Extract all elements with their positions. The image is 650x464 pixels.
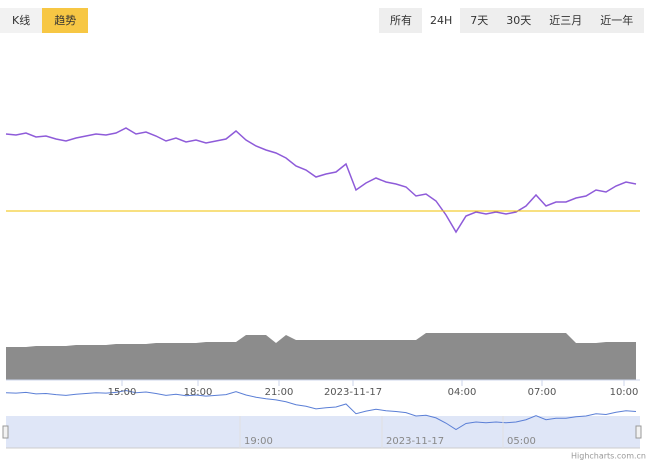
x-tick-label: 15:00 bbox=[108, 387, 137, 398]
view-tabs: K线 趋势 bbox=[0, 8, 89, 33]
range-selector: 所有 24H 7天 30天 近三月 近一年 bbox=[379, 8, 645, 33]
range-button[interactable]: 30天 bbox=[506, 14, 532, 27]
range-button[interactable]: 7天 bbox=[470, 14, 489, 27]
volume-area bbox=[6, 333, 636, 380]
x-tick-label: 2023-11-17 bbox=[324, 387, 382, 398]
x-tick-label: 07:00 bbox=[528, 387, 557, 398]
navigator-handle[interactable] bbox=[635, 425, 642, 439]
price-line bbox=[5, 127, 637, 234]
navigator-line bbox=[5, 389, 637, 431]
range-button[interactable]: 近一年 bbox=[600, 14, 634, 27]
range-button[interactable]: 近三月 bbox=[549, 14, 583, 27]
x-tick-label: 04:00 bbox=[448, 387, 477, 398]
navigator-label: 19:00 bbox=[244, 436, 273, 447]
x-tick-label: 18:00 bbox=[184, 387, 213, 398]
navigator-handle[interactable] bbox=[2, 425, 9, 439]
navigator-label: 2023-11-17 bbox=[386, 436, 444, 447]
navigator-mask bbox=[6, 416, 640, 448]
tab[interactable]: K线 bbox=[0, 8, 43, 33]
navigator-label: 05:00 bbox=[507, 436, 536, 447]
range-button[interactable]: 24H bbox=[422, 8, 461, 33]
x-tick-label: 21:00 bbox=[265, 387, 294, 398]
range-button[interactable]: 所有 bbox=[390, 14, 412, 27]
x-tick-label: 10:00 bbox=[610, 387, 639, 398]
tab[interactable]: 趋势 bbox=[42, 8, 89, 33]
credit: Highcharts.com.cn bbox=[571, 452, 646, 461]
